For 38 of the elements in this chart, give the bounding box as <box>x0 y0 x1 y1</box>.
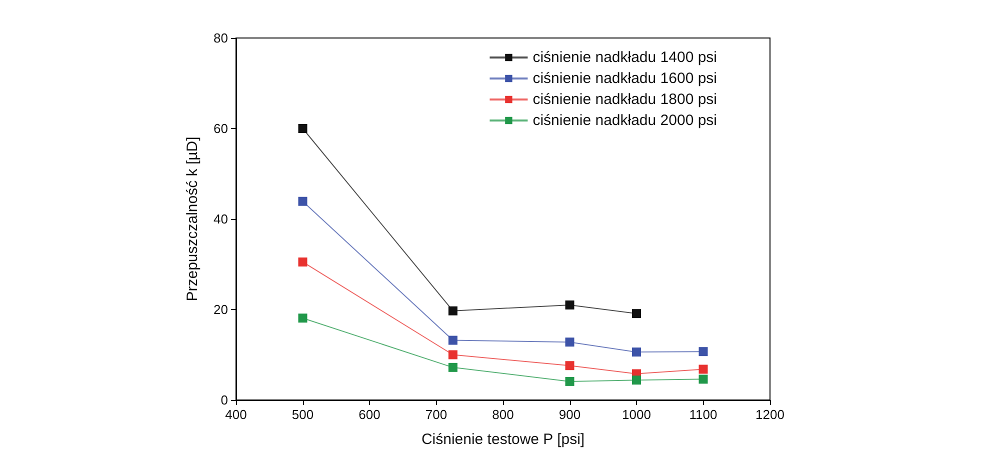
point <box>698 374 708 384</box>
point <box>448 362 458 372</box>
point <box>448 350 458 360</box>
y-tick-label: 0 <box>220 392 228 408</box>
x-tick-label: 500 <box>292 407 314 422</box>
y-tick-label: 40 <box>214 212 228 226</box>
x-tick-label: 1100 <box>689 407 718 422</box>
x-tick-label: 800 <box>492 407 514 422</box>
x-tick-label: 1200 <box>756 407 784 422</box>
point <box>448 336 458 345</box>
point <box>565 361 574 370</box>
point <box>298 124 308 133</box>
legend-label: ciśnienie nadkładu 1800 psi <box>532 91 718 108</box>
point <box>698 364 708 374</box>
point <box>698 347 708 356</box>
legend-label: ciśnienie nadkładu 1400 psi <box>532 49 718 66</box>
y-tick-label: 60 <box>214 121 228 136</box>
point <box>298 196 308 206</box>
point <box>298 314 308 323</box>
point <box>565 300 574 310</box>
point <box>565 338 574 347</box>
x-tick-label: 400 <box>225 407 247 422</box>
x-tick-label: 1000 <box>622 407 651 422</box>
point <box>565 376 574 386</box>
point <box>632 348 641 357</box>
legend-label: ciśnienie nadkładu 1600 psi <box>532 70 718 87</box>
point <box>298 257 308 266</box>
y-tick-label: 80 <box>214 30 228 46</box>
point <box>632 376 641 385</box>
x-tick-label: 600 <box>358 407 380 422</box>
x-tick-label: 900 <box>558 407 581 422</box>
legend-label: ciśnienie nadkładu 2000 psi <box>532 112 718 129</box>
point <box>448 306 458 316</box>
y-axis-title: Przepuszczalność k [µD] <box>184 136 201 302</box>
x-tick-label: 700 <box>425 407 448 422</box>
point <box>632 309 641 318</box>
x-axis-title: Ciśnienie testowe P [psi] <box>421 431 585 448</box>
y-tick-label: 20 <box>214 302 228 317</box>
